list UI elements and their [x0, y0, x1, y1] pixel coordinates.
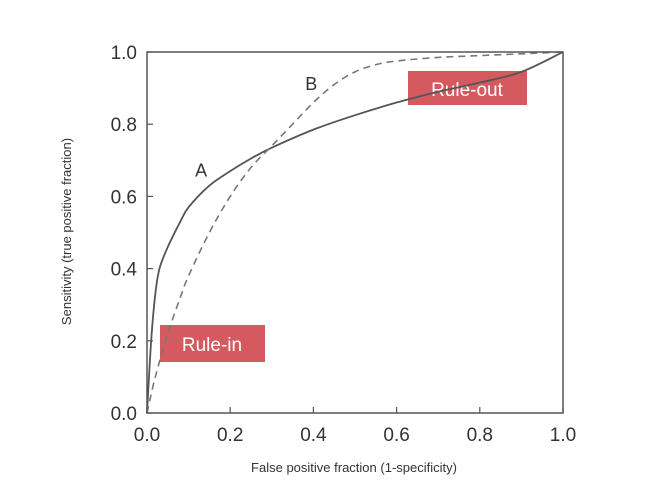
x-tick-label: 1.0	[550, 425, 576, 446]
callout-box-rule-in	[160, 325, 265, 362]
series-layer	[146, 51, 564, 414]
labels-layer: AB	[195, 74, 317, 181]
y-axis-title: Sensitivity (true positive fraction)	[59, 138, 74, 325]
x-tick-label: 0.4	[300, 425, 327, 446]
ticks-layer: 0.0 0.2 0.4 0.6 0.8 1.0 0.0 0.2 0.4 0.6 0.8 1.0	[111, 43, 577, 446]
x-tick-label: 0.6	[383, 425, 409, 446]
y-tick-label: 0.2	[111, 332, 137, 353]
y-tick-label: 0.8	[111, 115, 137, 136]
plot-frame	[146, 51, 564, 414]
y-tick-label: 0.0	[111, 404, 137, 425]
callout-label-rule-in: Rule-in	[182, 335, 242, 356]
callout-group: Rule-in Rule-out	[160, 71, 527, 362]
series-line-b	[146, 51, 564, 414]
y-tick-label: 0.6	[111, 187, 137, 208]
series-line-a	[146, 51, 564, 414]
x-axis-title: False positive fraction (1-specificity)	[251, 460, 457, 475]
y-tick-label: 0.4	[111, 260, 138, 281]
series-label-a: A	[195, 161, 207, 181]
x-tick-label: 0.0	[134, 425, 160, 446]
x-tick-label: 0.2	[217, 425, 243, 446]
series-label-b: B	[305, 74, 317, 94]
callout-label-rule-out: Rule-out	[431, 80, 504, 101]
x-tick-label: 0.8	[467, 425, 493, 446]
y-tick-label: 1.0	[111, 43, 137, 64]
